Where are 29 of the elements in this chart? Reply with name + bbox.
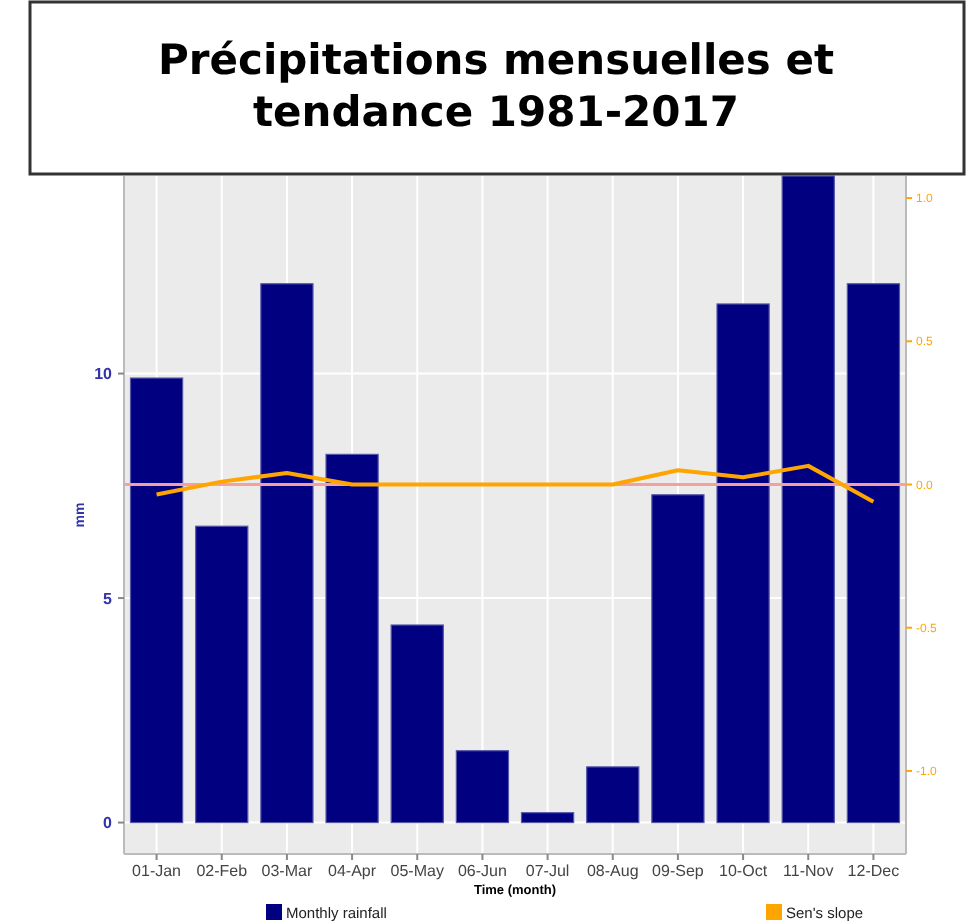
bar bbox=[129, 377, 184, 824]
bar bbox=[846, 283, 901, 824]
bar bbox=[586, 766, 640, 824]
bar bbox=[520, 812, 575, 824]
bar bbox=[651, 494, 705, 824]
x-tick-label: 12-Dec bbox=[847, 862, 900, 880]
x-tick-label: 09-Sep bbox=[652, 862, 705, 880]
bar bbox=[716, 303, 770, 824]
x-tick-label: 05-May bbox=[390, 862, 444, 880]
bar bbox=[260, 283, 314, 824]
x-tick-label: 06-Jun bbox=[457, 862, 507, 880]
x-tick-label: 03-Mar bbox=[261, 862, 313, 880]
x-tick-label: 11-Nov bbox=[783, 862, 834, 880]
chart-title: Précipitations mensuelles et tendance 1981-2017 bbox=[158, 36, 834, 136]
y-tick-label: 10 bbox=[94, 365, 114, 384]
y-tick-label: 0 bbox=[103, 814, 114, 833]
x-tick-label: 01-Jan bbox=[132, 862, 182, 880]
line-series bbox=[154, 463, 876, 504]
bar bbox=[455, 750, 510, 824]
x-tick-label: 10-Oct bbox=[719, 862, 769, 880]
bar bbox=[195, 525, 249, 824]
bar bbox=[781, 175, 835, 824]
x-tick-label: 07-Jul bbox=[525, 862, 570, 880]
x-tick-label: 04-Apr bbox=[328, 862, 377, 880]
x-tick-label: 02-Feb bbox=[196, 862, 249, 880]
bar bbox=[390, 624, 444, 824]
x-tick-label: 08-Aug bbox=[586, 862, 639, 880]
y-tick-label: 5 bbox=[103, 589, 114, 608]
bar bbox=[325, 453, 379, 824]
